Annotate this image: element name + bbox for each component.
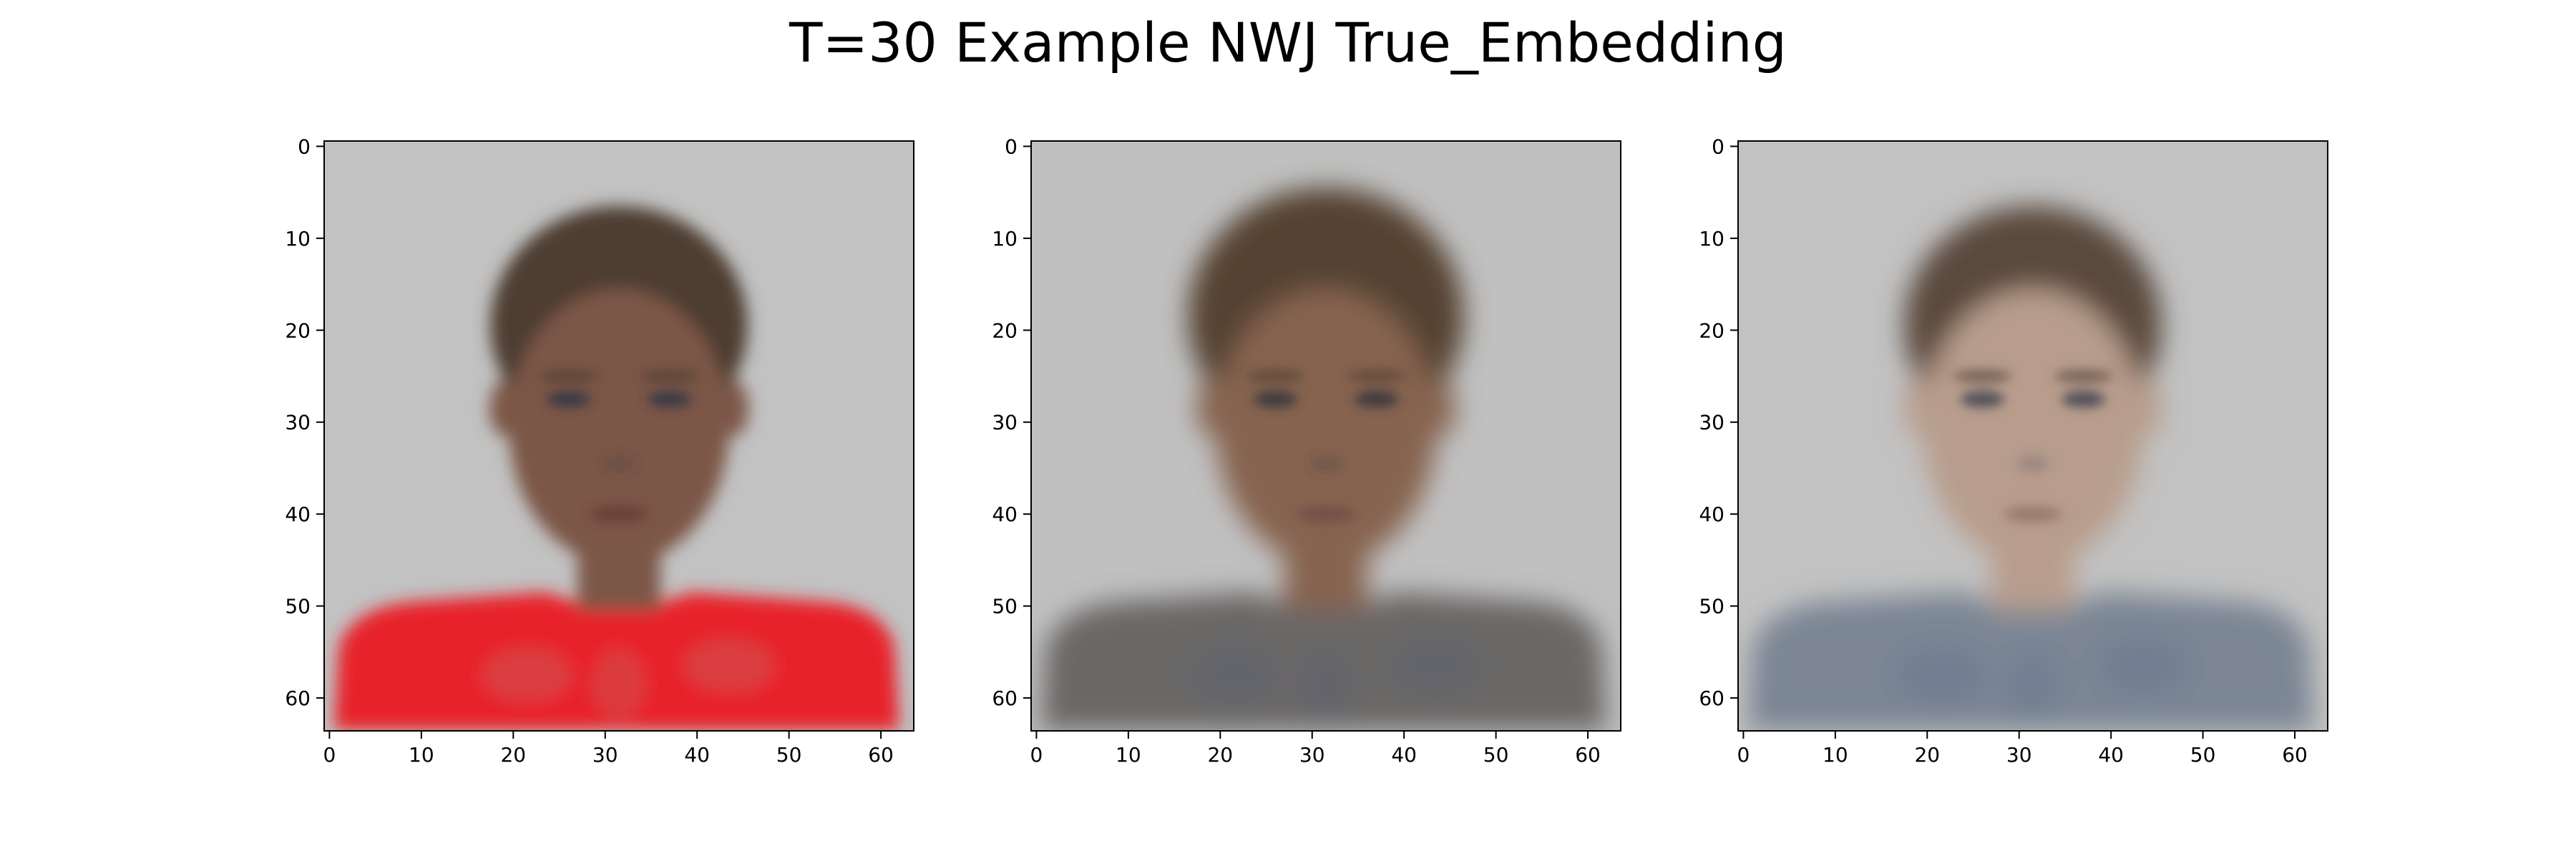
shirt-pattern — [1390, 638, 1483, 694]
ear — [2132, 380, 2163, 436]
x-tick-label: 30 — [2006, 743, 2032, 767]
brow — [2054, 369, 2113, 383]
y-tick-label: 20 — [992, 319, 1018, 342]
image-panel-reconstruction-2: 0 10 20 30 40 50 60 0 10 20 30 40 50 60 — [1699, 135, 2328, 767]
y-tick-label: 10 — [1699, 227, 1724, 251]
shirt-pattern — [683, 638, 776, 694]
y-tick-label: 60 — [285, 686, 311, 710]
y-tick-label: 20 — [1699, 319, 1724, 342]
y-tick-label: 60 — [992, 686, 1018, 710]
x-tick-label: 60 — [868, 743, 894, 767]
ear — [1425, 380, 1456, 436]
eye — [1253, 391, 1298, 408]
x-tick-label: 10 — [1823, 743, 1848, 767]
image-panel-reconstruction-1: 0 10 20 30 40 50 60 0 10 20 30 40 50 60 — [992, 135, 1621, 767]
x-tick-label: 40 — [684, 743, 710, 767]
axes-frame — [1737, 140, 2328, 732]
x-tick-label: 30 — [592, 743, 618, 767]
x-tick-label: 40 — [1391, 743, 1417, 767]
brow — [1953, 369, 2012, 383]
y-tick-label: 30 — [1699, 411, 1724, 435]
y-tick-label: 0 — [1712, 135, 1724, 158]
eye — [1354, 391, 1399, 408]
ear — [489, 380, 519, 436]
y-tick-label: 30 — [992, 411, 1018, 435]
lips — [2003, 505, 2063, 523]
lips — [1296, 505, 1356, 523]
x-tick-label: 40 — [2098, 743, 2124, 767]
x-tick-label: 0 — [323, 743, 336, 767]
y-tick-label: 10 — [992, 227, 1018, 251]
x-tick-label: 50 — [776, 743, 802, 767]
x-tick-label: 10 — [409, 743, 434, 767]
shirt-pattern — [481, 647, 573, 703]
axis-ticks: 0 10 20 30 40 50 60 0 10 20 30 40 50 60 — [1699, 135, 2308, 767]
x-tick-label: 10 — [1116, 743, 1141, 767]
face-image — [1032, 142, 1620, 730]
shirt-pattern — [2097, 638, 2190, 694]
x-tick-label: 20 — [1914, 743, 1940, 767]
x-tick-label: 60 — [2282, 743, 2308, 767]
y-tick-label: 40 — [1699, 503, 1724, 526]
x-tick-label: 50 — [1483, 743, 1509, 767]
ear — [718, 380, 749, 436]
y-tick-label: 30 — [285, 411, 311, 435]
x-tick-label: 50 — [2190, 743, 2216, 767]
eye — [546, 391, 591, 408]
brow — [539, 369, 598, 383]
y-tick-label: 50 — [285, 595, 311, 618]
y-tick-label: 60 — [1699, 686, 1724, 710]
lips — [589, 505, 649, 523]
axes-frame — [1030, 140, 1621, 732]
brow — [640, 369, 699, 383]
y-tick-label: 20 — [285, 319, 311, 342]
brow — [1347, 369, 1406, 383]
figure-title: T=30 Example NWJ True_Embedding — [789, 11, 1787, 74]
shirt-pattern — [591, 647, 647, 722]
ear — [1196, 380, 1226, 436]
brow — [1246, 369, 1305, 383]
ear — [1903, 380, 1933, 436]
face — [1215, 288, 1437, 565]
y-tick-label: 10 — [285, 227, 311, 251]
eye — [1960, 391, 2005, 408]
nose — [1309, 454, 1343, 473]
shirt-pattern — [1895, 647, 1987, 703]
face — [508, 288, 730, 565]
face-image — [325, 142, 913, 730]
y-tick-label: 50 — [1699, 595, 1724, 618]
eye — [647, 391, 692, 408]
y-tick-label: 50 — [992, 595, 1018, 618]
nose — [602, 454, 636, 473]
shirt-pattern — [1188, 647, 1280, 703]
shirt-pattern — [2005, 647, 2061, 722]
y-tick-label: 0 — [1005, 135, 1018, 158]
face — [1922, 288, 2144, 565]
y-tick-label: 0 — [298, 135, 311, 158]
x-tick-label: 20 — [500, 743, 526, 767]
y-tick-label: 40 — [285, 503, 311, 526]
axis-ticks: 0 10 20 30 40 50 60 0 10 20 30 40 50 60 — [285, 135, 894, 767]
nose — [2016, 454, 2050, 473]
face-image — [1739, 142, 2327, 730]
axes-frame — [323, 140, 914, 732]
axis-ticks: 0 10 20 30 40 50 60 0 10 20 30 40 50 60 — [992, 135, 1601, 767]
x-tick-label: 0 — [1030, 743, 1043, 767]
y-tick-label: 40 — [992, 503, 1018, 526]
shirt-pattern — [1298, 647, 1354, 722]
x-tick-label: 20 — [1207, 743, 1233, 767]
x-tick-label: 0 — [1737, 743, 1750, 767]
eye — [2061, 391, 2106, 408]
x-tick-label: 60 — [1575, 743, 1601, 767]
image-panel-original: 0 10 20 30 40 50 60 0 10 20 30 40 50 60 — [285, 135, 914, 767]
x-tick-label: 30 — [1299, 743, 1325, 767]
